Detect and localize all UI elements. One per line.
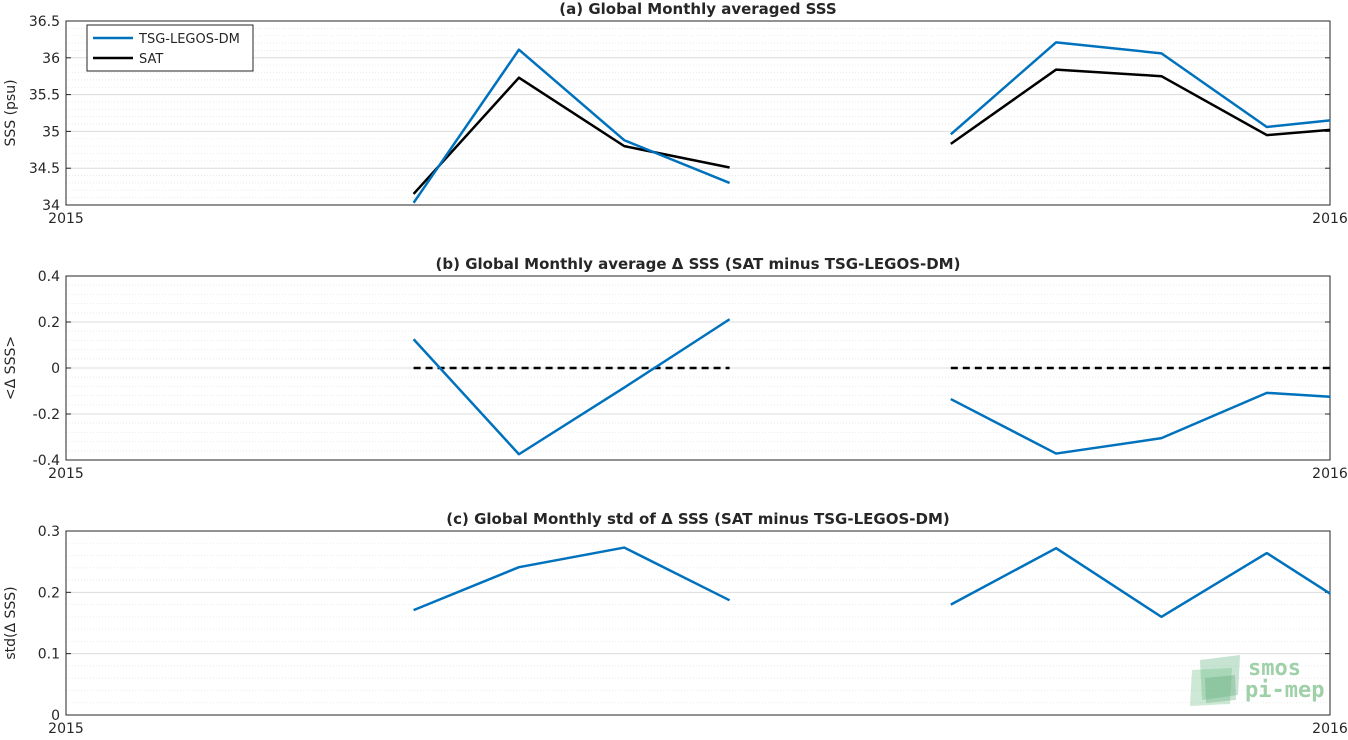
- y-axis-label: <Δ SSS>: [3, 336, 19, 400]
- x-tick-label: 2016: [1312, 211, 1348, 227]
- y-axis-label: std(Δ SSS): [3, 586, 19, 659]
- series-line-series: [950, 391, 1331, 455]
- y-tick-label: 0.2: [38, 315, 60, 331]
- chart-panel-2: -0.4 -0.2 0 0.2 0.4 2015 2016 (b) Global Monthl…: [3, 255, 1348, 482]
- series-line-series: [950, 546, 1331, 619]
- y-tick-label: -0.2: [33, 407, 60, 423]
- axes-box: [65, 275, 1331, 461]
- y-tick-label: 0.2: [38, 585, 60, 601]
- series-line-tsg-legos-dm: [412, 48, 731, 204]
- plot-area: [66, 531, 1330, 715]
- y-tick-label: -0.4: [33, 453, 60, 469]
- legend-label-tsg-legos-dm: TSG-LEGOS-DM: [138, 32, 240, 47]
- series-line-series: [413, 546, 731, 612]
- chart-title: (a) Global Monthly averaged SSS: [559, 0, 836, 18]
- y-tick-label: 35.5: [29, 88, 60, 104]
- chart-title: (c) Global Monthly std of Δ SSS (SAT min…: [446, 510, 949, 528]
- x-tick-label: 2015: [48, 466, 84, 482]
- y-tick-label: 0: [51, 708, 60, 724]
- legend-box: [86, 24, 254, 72]
- chart-panel-1: 34 34.5 35 35.5 36 36.5 2015 2016 (a) Global Mon…: [3, 0, 1348, 227]
- legend: TSG-LEGOS-DM SAT: [86, 24, 254, 72]
- x-tick-label: 2015: [48, 721, 84, 736]
- legend-label-sat: SAT: [139, 52, 163, 67]
- y-axis-label: SSS (psu): [3, 79, 19, 146]
- y-tick-label: 0.3: [38, 524, 60, 540]
- axes-box: [65, 20, 1331, 206]
- plot-area: [66, 21, 1330, 205]
- logo-text-smos: smos: [1248, 656, 1301, 681]
- y-tick-label: 34: [42, 198, 60, 214]
- axes-box: [65, 530, 1331, 716]
- x-tick-label: 2015: [48, 211, 84, 227]
- y-tick-label: 34.5: [29, 161, 60, 177]
- series-line-series: [412, 318, 731, 456]
- y-tick-label: 36: [42, 51, 60, 67]
- x-tick-label: 2016: [1312, 466, 1348, 482]
- series-line-sat: [950, 68, 1331, 145]
- y-tick-label: 0.4: [38, 269, 60, 285]
- y-tick-label: 0: [51, 361, 60, 377]
- y-tick-label: 35: [42, 124, 60, 140]
- y-tick-label: 0.1: [38, 647, 60, 663]
- smos-pi-mep-logo: smos pi-mep: [1190, 655, 1324, 706]
- chart-title: (b) Global Monthly average Δ SSS (SAT mi…: [436, 255, 961, 273]
- logo-text-pi-mep: pi-mep: [1245, 678, 1324, 703]
- series-line-tsg-legos-dm: [949, 41, 1331, 136]
- chart-panel-3: 0 0.1 0.2 0.3 2015 2016 (c) Global Monthly std…: [3, 510, 1348, 737]
- series-line-sat: [412, 76, 730, 195]
- y-tick-label: 36.5: [29, 14, 60, 30]
- x-tick-label: 2016: [1312, 721, 1348, 736]
